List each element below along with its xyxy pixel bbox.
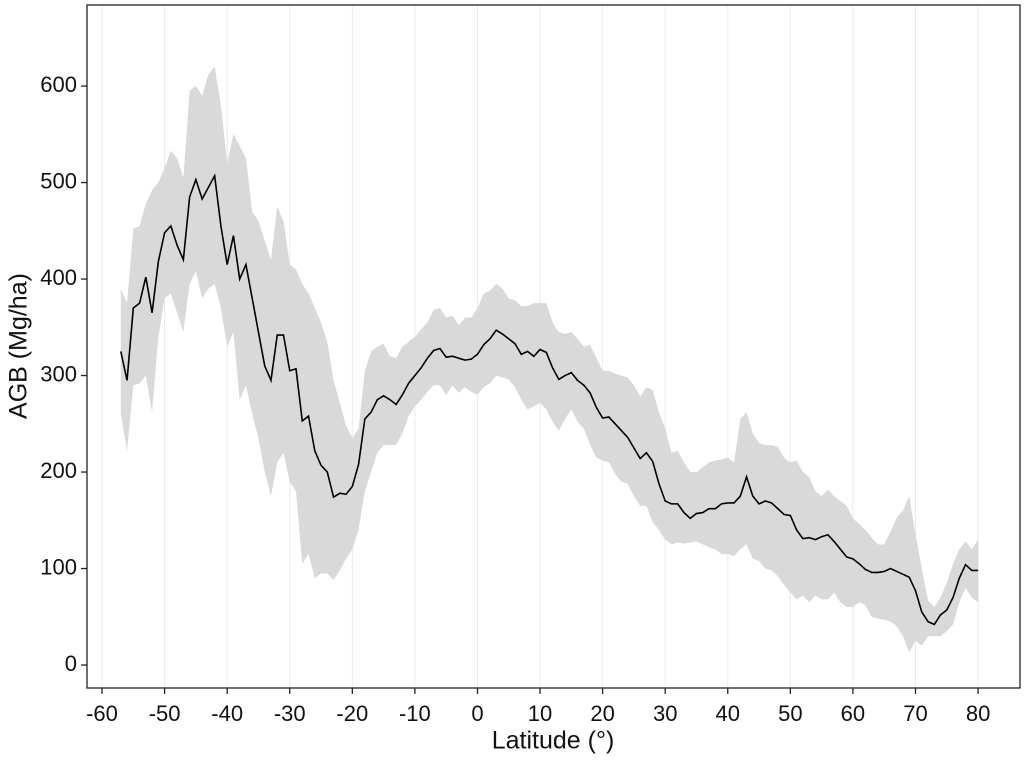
x-tick-label: 40 bbox=[716, 701, 740, 726]
y-axis-title: AGB (Mg/ha) bbox=[5, 273, 33, 419]
y-tick-label: 400 bbox=[40, 265, 77, 290]
x-tick-label: -20 bbox=[336, 701, 368, 726]
x-tick-label: 0 bbox=[471, 701, 483, 726]
x-tick-label: -40 bbox=[211, 701, 243, 726]
x-tick-label: 80 bbox=[966, 701, 990, 726]
x-tick-label: 70 bbox=[903, 701, 927, 726]
x-tick-label: 10 bbox=[528, 701, 552, 726]
x-tick-label: 20 bbox=[590, 701, 614, 726]
x-tick-label: -30 bbox=[274, 701, 306, 726]
y-tick-label: 300 bbox=[40, 361, 77, 386]
x-tick-label: -10 bbox=[399, 701, 431, 726]
mean-line bbox=[120, 173, 979, 626]
x-axis-title: Latitude (°) bbox=[492, 727, 615, 755]
y-tick-label: 600 bbox=[40, 72, 77, 97]
y-tick-label: 200 bbox=[40, 458, 77, 483]
y-tick-label: 500 bbox=[40, 168, 77, 193]
plot-border bbox=[86, 4, 1021, 689]
x-tick-label: 30 bbox=[653, 701, 677, 726]
x-tick-label: 50 bbox=[778, 701, 802, 726]
y-tick-label: 0 bbox=[65, 651, 77, 676]
x-tick-label: -50 bbox=[149, 701, 181, 726]
x-tick-label: -60 bbox=[86, 701, 118, 726]
y-tick-label: 100 bbox=[40, 554, 77, 579]
x-tick-label: 60 bbox=[841, 701, 865, 726]
